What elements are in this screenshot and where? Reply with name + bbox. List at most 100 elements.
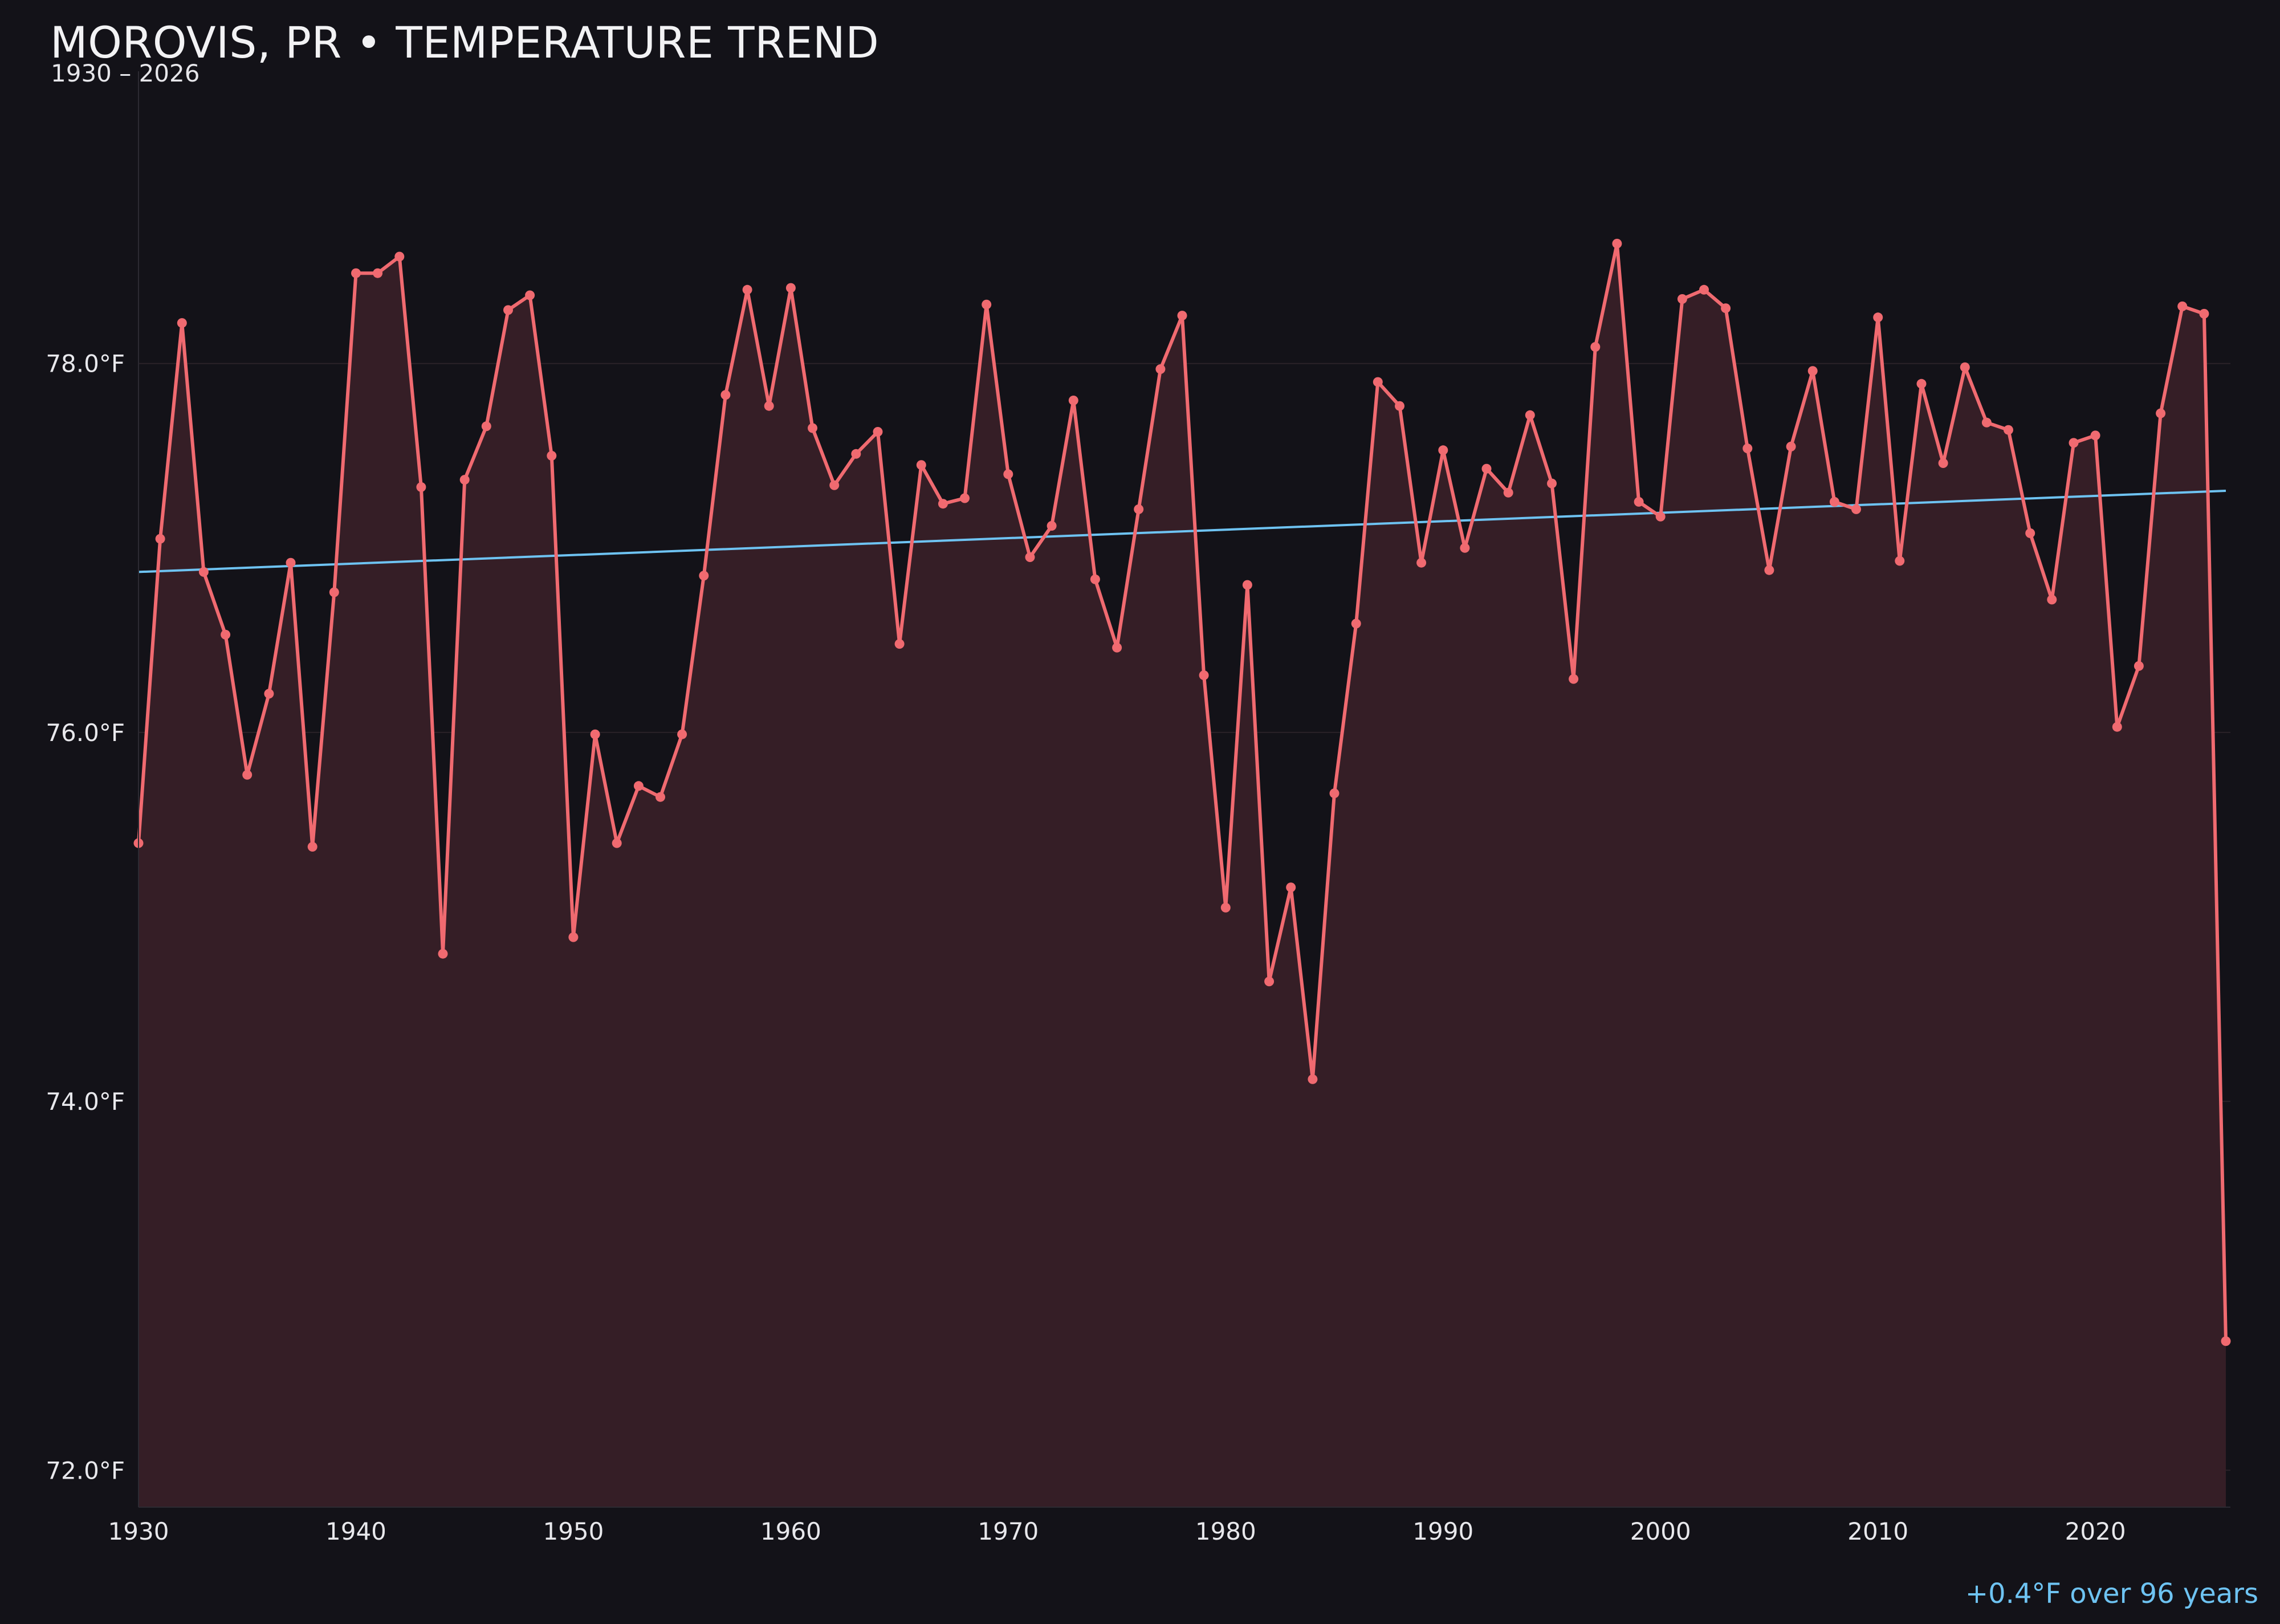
data-point (1938, 458, 1948, 468)
data-point (525, 290, 535, 300)
data-point (1590, 342, 1601, 352)
data-point (1612, 238, 1622, 249)
data-point (829, 480, 840, 490)
x-tick-label: 1960 (760, 1517, 821, 1545)
chart-subtitle: 1930 – 2026 (51, 59, 200, 87)
data-point (177, 318, 187, 328)
data-point (2156, 408, 2166, 418)
x-tick-label: 2010 (1847, 1517, 1908, 1545)
data-point (2025, 528, 2035, 538)
trend-line (138, 490, 2226, 573)
area-fill (139, 243, 2226, 1508)
data-point (198, 567, 209, 577)
data-point (1199, 670, 1209, 681)
data-point (1851, 504, 1861, 514)
data-point (1329, 788, 1339, 799)
data-point (1764, 565, 1774, 575)
data-point (1220, 902, 1231, 913)
data-point (1177, 311, 1187, 321)
data-point (612, 838, 622, 848)
data-point (2199, 308, 2209, 319)
data-point (1916, 378, 1927, 389)
data-point (2069, 438, 2079, 448)
data-point (633, 781, 644, 791)
data-point (960, 493, 970, 503)
data-point (742, 284, 752, 295)
data-point (982, 299, 992, 310)
data-point (1025, 552, 1035, 562)
x-tick-label: 2020 (2065, 1517, 2126, 1545)
data-point (2090, 430, 2100, 441)
data-point (264, 689, 274, 699)
data-point (1981, 417, 1992, 428)
x-tick-label: 1990 (1412, 1517, 1473, 1545)
x-tick-label: 1940 (325, 1517, 386, 1545)
data-point (720, 390, 731, 400)
data-point (2004, 425, 2013, 435)
y-tick-label: 76.0°F (46, 719, 125, 747)
data-point (894, 639, 905, 649)
data-point (1807, 366, 1818, 376)
data-point (2134, 661, 2144, 671)
data-point (764, 401, 774, 411)
data-point (1286, 882, 1296, 893)
data-point (1895, 556, 1905, 566)
data-point (1395, 401, 1404, 411)
data-point (221, 629, 231, 640)
data-point (351, 268, 361, 278)
data-point (307, 842, 317, 852)
data-point (503, 305, 513, 315)
data-point (1090, 574, 1100, 584)
y-tick-label: 74.0°F (46, 1088, 125, 1116)
data-point (286, 557, 296, 568)
data-point (1960, 362, 1970, 372)
data-point (155, 534, 165, 544)
data-point (1351, 618, 1361, 629)
data-point (547, 451, 557, 461)
data-point (808, 423, 817, 433)
data-point (590, 729, 600, 739)
data-point (459, 475, 470, 485)
data-point (873, 427, 883, 437)
data-point (2047, 595, 2057, 605)
data-point (1112, 642, 1122, 653)
data-point (1068, 396, 1078, 405)
data-point (1134, 504, 1144, 514)
data-point (329, 587, 339, 597)
data-point (1525, 410, 1535, 420)
data-point (1373, 377, 1383, 387)
data-point (1264, 976, 1275, 987)
data-point (938, 499, 948, 509)
data-point (2221, 1336, 2231, 1346)
x-tick-label: 1930 (108, 1517, 169, 1545)
data-point (1308, 1074, 1318, 1084)
data-point (1829, 496, 1839, 507)
data-point (1677, 294, 1687, 304)
x-tick-label: 1980 (1195, 1517, 1256, 1545)
data-point (916, 460, 926, 470)
data-point (1460, 543, 1470, 553)
data-point (677, 729, 687, 739)
data-point (568, 932, 579, 942)
data-point (1547, 478, 1557, 489)
data-point (1873, 312, 1883, 323)
data-point (785, 283, 796, 293)
data-point (1655, 511, 1666, 522)
data-point (1721, 303, 1731, 314)
data-point (1699, 284, 1709, 295)
data-point (851, 449, 861, 459)
data-point (1742, 443, 1753, 454)
chart-title: MOROVIS, PR • TEMPERATURE TREND (50, 17, 880, 68)
data-point (1503, 487, 1513, 498)
data-point (1003, 469, 1013, 479)
x-tick-label: 1950 (543, 1517, 604, 1545)
trend-annotation: +0.4°F over 96 years (1965, 1578, 2258, 1610)
data-point (2112, 722, 2122, 732)
data-point (2177, 301, 2188, 311)
data-point (699, 571, 709, 581)
x-tick-label: 2000 (1630, 1517, 1691, 1545)
data-point (1481, 463, 1492, 474)
data-point (394, 251, 405, 262)
